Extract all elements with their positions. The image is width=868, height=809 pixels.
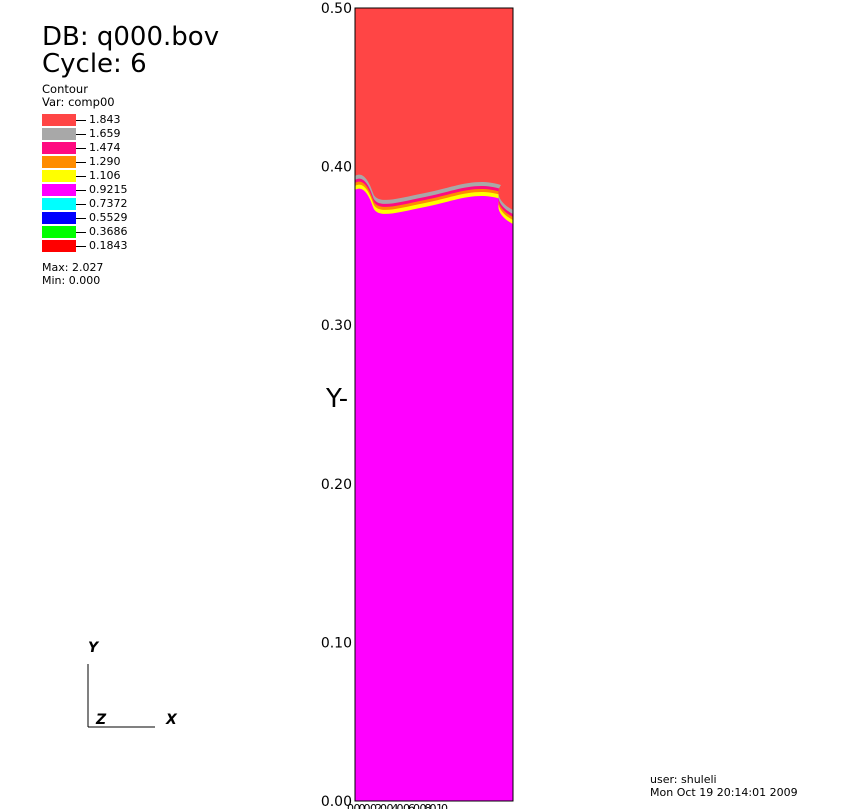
plot-area <box>354 7 514 802</box>
axis-triad <box>87 664 155 728</box>
color-legend: 1.843 1.659 1.474 1.290 1.106 0.9215 0.7372 0.5… <box>42 113 182 253</box>
legend-swatch <box>42 198 76 210</box>
legend-entry: 0.7372 <box>42 197 182 211</box>
legend-label: 0.9215 <box>89 183 128 196</box>
timestamp: Mon Oct 19 20:14:01 2009 <box>650 786 798 799</box>
legend-tick <box>76 120 86 121</box>
cycle-number: Cycle: 6 <box>42 49 147 79</box>
triad-z-label: Z <box>96 712 107 728</box>
legend-swatch <box>42 212 76 224</box>
legend-tick <box>76 176 86 177</box>
min-max: Max: 2.027 Min: 0.000 <box>42 261 103 287</box>
y-tick-label: 0.10 <box>321 635 352 651</box>
legend-swatch <box>42 184 76 196</box>
legend-tick <box>76 204 86 205</box>
triad-x-label: X <box>166 712 177 728</box>
legend-tick <box>76 232 86 233</box>
legend-entry: 0.3686 <box>42 225 182 239</box>
legend-swatch <box>42 226 76 238</box>
legend-swatch <box>42 128 76 140</box>
triad-y-label: Y <box>88 640 99 656</box>
legend-swatch <box>42 170 76 182</box>
legend-label: 1.474 <box>89 141 121 154</box>
legend-entry: 0.5529 <box>42 211 182 225</box>
plot-border <box>354 7 514 802</box>
legend-swatch <box>42 240 76 252</box>
y-tick-label: 0.30 <box>321 318 352 334</box>
legend-entry: 1.106 <box>42 169 182 183</box>
x-tick-labels: 0.000.020.040.060.080.10 <box>347 802 448 809</box>
plot-type: Contour <box>42 82 88 96</box>
legend-label: 1.659 <box>89 127 121 140</box>
y-tick-label: 0.00 <box>321 794 352 809</box>
max-value: Max: 2.027 <box>42 261 104 274</box>
legend-header: Contour Var: comp00 <box>42 83 115 109</box>
legend-label: 0.1843 <box>89 239 128 252</box>
legend-tick <box>76 218 86 219</box>
user-info: user: shuleli Mon Oct 19 20:14:01 2009 <box>650 773 798 799</box>
y-tick-label: 0.50 <box>321 1 352 17</box>
legend-swatch <box>42 114 76 126</box>
legend-label: 1.290 <box>89 155 121 168</box>
legend-swatch <box>42 156 76 168</box>
legend-label: 1.843 <box>89 113 121 126</box>
user-name: user: shuleli <box>650 773 717 786</box>
legend-entry: 1.290 <box>42 155 182 169</box>
database-title: DB: q000.bov Cycle: 6 <box>42 24 219 78</box>
legend-entry: 1.659 <box>42 127 182 141</box>
legend-tick <box>76 246 86 247</box>
legend-label: 0.3686 <box>89 225 128 238</box>
legend-label: 0.5529 <box>89 211 128 224</box>
legend-tick <box>76 148 86 149</box>
upper-region <box>355 8 513 210</box>
y-tick-label: 0.40 <box>321 160 352 176</box>
y-tick-label: 0.20 <box>321 477 352 493</box>
legend-label: 0.7372 <box>89 197 128 210</box>
y-axis: 0.00 0.10 0.20 0.30 0.40 0.50 Y- 0.000.020.040.… <box>321 1 450 809</box>
legend-tick <box>76 134 86 135</box>
legend-tick <box>76 190 86 191</box>
legend-entry: 1.843 <box>42 113 182 127</box>
variable-name: Var: comp00 <box>42 95 115 109</box>
db-name: DB: q000.bov <box>42 22 220 52</box>
legend-swatch <box>42 142 76 154</box>
legend-entry: 1.474 <box>42 141 182 155</box>
min-value: Min: 0.000 <box>42 274 101 287</box>
legend-entry: 0.9215 <box>42 183 182 197</box>
legend-entry: 0.1843 <box>42 239 182 253</box>
y-axis-title: Y- <box>325 384 348 414</box>
legend-label: 1.106 <box>89 169 121 182</box>
legend-tick <box>76 162 86 163</box>
